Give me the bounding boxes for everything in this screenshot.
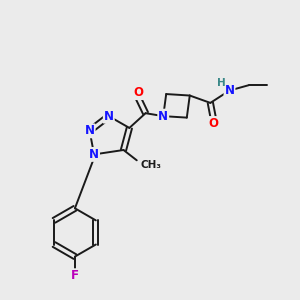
Text: O: O — [208, 117, 218, 130]
Text: CH₃: CH₃ — [141, 160, 162, 170]
Text: N: N — [158, 110, 168, 123]
Text: N: N — [224, 84, 235, 97]
Text: N: N — [85, 124, 94, 137]
Text: N: N — [104, 110, 114, 123]
Text: N: N — [89, 148, 99, 161]
Text: H: H — [217, 78, 226, 88]
Text: F: F — [71, 269, 79, 282]
Text: O: O — [133, 86, 143, 99]
